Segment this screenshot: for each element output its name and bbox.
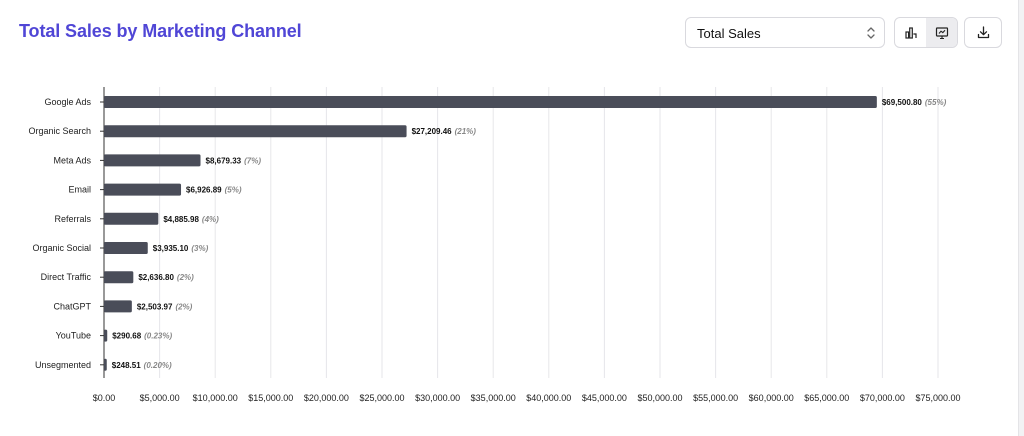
download-icon: [977, 26, 989, 39]
bar-value-label: $3,935.10 (3%): [153, 244, 209, 253]
x-tick-label: $70,000.00: [860, 393, 905, 403]
bar-value-label: $2,503.97 (2%): [137, 302, 193, 311]
x-tick-label: $55,000.00: [693, 393, 738, 403]
bar-value-amount: $27,209.46: [412, 127, 453, 136]
bar-value-amount: $8,679.33: [206, 156, 242, 165]
bar-value-amount: $2,503.97: [137, 302, 173, 311]
bar-value-label: $27,209.46 (21%): [412, 127, 477, 136]
bar-value-percent: (7%): [244, 156, 261, 165]
metric-select-value: Total Sales: [697, 26, 761, 41]
bar: [104, 300, 132, 313]
bar-value-percent: (2%): [175, 302, 192, 311]
bar-value-label: $6,926.89 (5%): [186, 186, 242, 195]
bar-value-amount: $248.51: [112, 361, 141, 370]
x-tick-label: $0.00: [93, 393, 116, 403]
chevron-up-down-icon: [867, 27, 875, 39]
category-label: YouTube: [56, 331, 91, 341]
bar-chart-icon: [904, 26, 917, 39]
download-button[interactable]: [964, 17, 1002, 48]
presentation-chart-icon: [935, 26, 949, 39]
category-label: Email: [68, 185, 91, 195]
x-tick-label: $40,000.00: [526, 393, 571, 403]
category-label: ChatGPT: [53, 301, 91, 311]
bar-value-amount: $69,500.80: [882, 98, 923, 107]
bar-value-percent: (5%): [225, 186, 242, 195]
bar: [104, 212, 159, 225]
category-label: Referrals: [54, 214, 91, 224]
bar: [104, 96, 877, 108]
bar-value-percent: (55%): [925, 98, 947, 107]
bar-value-label: $69,500.80 (55%): [882, 98, 947, 107]
x-tick-label: $25,000.00: [359, 393, 404, 403]
bar-value-amount: $6,926.89: [186, 186, 222, 195]
bar-value-percent: (0.23%): [144, 332, 172, 341]
bar-value-label: $8,679.33 (7%): [206, 156, 262, 165]
bar-value-percent: (21%): [455, 127, 477, 136]
category-label: Meta Ads: [53, 155, 91, 165]
bar-value-label: $4,885.98 (4%): [163, 215, 219, 224]
x-tick-label: $45,000.00: [582, 393, 627, 403]
category-label: Unsegmented: [35, 360, 91, 370]
x-tick-label: $20,000.00: [304, 393, 349, 403]
bar: [104, 329, 108, 342]
bar: [104, 358, 107, 371]
bar-value-label: $248.51 (0.20%): [112, 361, 172, 370]
bar-value-percent: (3%): [191, 244, 208, 253]
bar: [104, 242, 148, 254]
x-tick-label: $65,000.00: [804, 393, 849, 403]
bar-value-amount: $2,636.80: [138, 273, 174, 282]
bar-value-amount: $4,885.98: [163, 215, 199, 224]
x-tick-label: $5,000.00: [140, 393, 180, 403]
bar-value-label: $2,636.80 (2%): [138, 273, 194, 282]
bar: [104, 125, 407, 138]
x-tick-label: $30,000.00: [415, 393, 460, 403]
x-tick-label: $50,000.00: [637, 393, 682, 403]
x-tick-label: $15,000.00: [248, 393, 293, 403]
metric-select[interactable]: Total Sales: [685, 17, 885, 48]
x-tick-label: $10,000.00: [193, 393, 238, 403]
bar-value-amount: $3,935.10: [153, 244, 189, 253]
x-tick-label: $35,000.00: [471, 393, 516, 403]
bar-value-label: $290.68 (0.23%): [112, 332, 172, 341]
bar: [104, 183, 182, 196]
category-label: Google Ads: [44, 97, 91, 107]
presentation-view-button[interactable]: [926, 18, 957, 47]
category-label: Organic Search: [28, 126, 91, 136]
x-tick-label: $75,000.00: [915, 393, 960, 403]
x-tick-label: $60,000.00: [749, 393, 794, 403]
chart-type-toggle: [894, 17, 958, 48]
bar: [104, 154, 201, 167]
bar-value-percent: (4%): [202, 215, 219, 224]
category-label: Organic Social: [32, 243, 91, 253]
bar-value-amount: $290.68: [112, 332, 141, 341]
bar: [104, 271, 134, 284]
category-label: Direct Traffic: [41, 272, 92, 282]
bar-value-percent: (2%): [177, 273, 194, 282]
chart-title: Total Sales by Marketing Channel: [19, 21, 302, 41]
bar-value-percent: (0.20%): [144, 361, 172, 370]
